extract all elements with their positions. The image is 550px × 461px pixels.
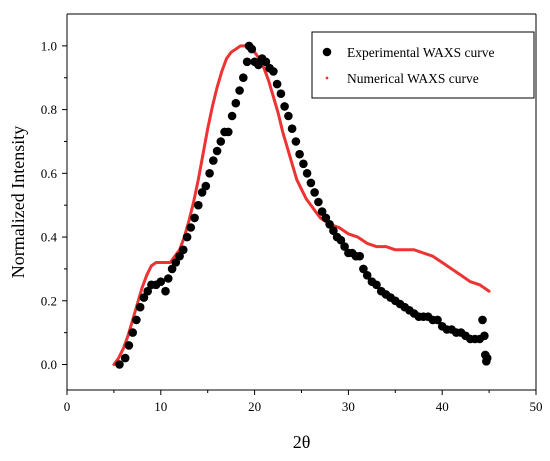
experimental-point [128,328,137,337]
experimental-point [132,315,141,325]
experimental-point [124,341,134,350]
experimental-point [284,111,293,121]
y-axis-title: Normalized Intensity [8,126,28,278]
experimental-point [115,360,124,369]
experimental-point [239,73,248,82]
x-tick-label: 50 [530,399,543,414]
experimental-point [156,277,166,287]
legend-label: Experimental WAXS curve [347,45,494,60]
y-tick-label: 0.8 [41,102,57,117]
experimental-point [276,89,286,98]
experimental-point [355,251,365,261]
experimental-point [362,271,372,280]
plot-series [112,41,492,369]
experimental-point [310,188,319,197]
experimental-point [179,245,188,255]
experimental-point [329,226,338,235]
x-axis-title: 2θ [293,432,311,452]
experimental-point [205,169,214,178]
experimental-point [227,111,237,121]
experimental-point [186,223,196,232]
legend-label: Numerical WAXS curve [347,71,479,86]
experimental-point [120,353,130,363]
experimental-point [190,213,199,223]
experimental-point [171,258,181,267]
legend-marker-experimental [322,47,332,57]
experimental-point [359,264,368,274]
experimental-point [182,232,192,242]
experimental-point [280,102,289,111]
experimental-point [235,86,244,95]
experimental-point [161,286,170,296]
experimental-point [287,124,297,133]
x-tick-label: 20 [248,399,261,414]
experimental-point [197,188,207,197]
y-tick-label: 0.6 [41,166,58,181]
experimental-point [299,159,308,169]
experimental-point [317,207,327,216]
legend-box [311,31,535,99]
experimental-point [212,146,222,156]
experimental-point [291,137,301,146]
experimental-point [194,200,203,210]
experimental-point [224,127,233,137]
experimental-point [216,137,226,146]
experimental-point [143,286,152,296]
experimental-point [164,274,173,283]
x-tick-label: 10 [154,399,167,414]
experimental-point [340,242,349,251]
experimental-point [175,251,184,261]
experimental-point [242,57,252,67]
y-tick-label: 1.0 [41,38,57,53]
experimental-point [482,353,492,363]
experimental-point [321,213,331,223]
experimental-point [139,293,149,302]
experimental-point [478,315,487,325]
experimental-point [372,280,381,290]
y-tick-label: 0.4 [41,230,58,245]
experimental-point [325,220,334,229]
experimental-point [135,302,145,312]
experimental-point [272,79,282,89]
experimental-point [314,197,323,207]
x-tick-label: 0 [64,399,71,414]
axes: 0 10 20 30 40 50 0.0 0.2 0.4 0.6 0.8 1.0 [41,13,543,414]
experimental-point [167,264,177,274]
experimental-point [269,67,278,76]
experimental-point [261,57,271,67]
experimental-point [295,149,304,159]
y-tick-label: 0.2 [41,293,57,308]
x-tick-label: 30 [342,399,355,414]
experimental-point [231,98,241,108]
experimental-point [480,331,489,341]
x-tick-label: 40 [436,399,449,414]
experimental-point [336,235,346,245]
experimental-point [433,315,442,325]
legend: Experimental WAXS curve Numerical WAXS cu… [311,31,535,99]
experimental-point [209,156,218,165]
y-tick-label: 0.0 [41,357,57,372]
experimental-point [247,44,257,54]
experimental-point [306,178,316,188]
experimental-point [201,181,211,191]
experimental-point [302,169,312,178]
experimental-point [254,60,263,70]
legend-marker-numerical [325,76,329,80]
